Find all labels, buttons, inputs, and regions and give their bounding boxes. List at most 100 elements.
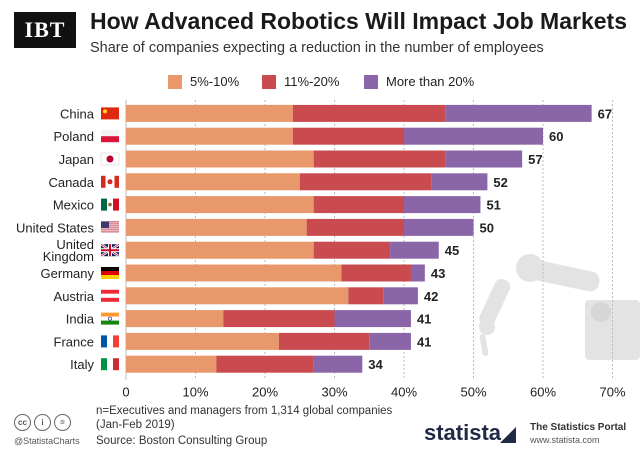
flag-fr-icon: [101, 335, 119, 348]
cc-icon: cc: [14, 414, 31, 431]
statista-logo: statista: [424, 420, 502, 445]
legend-item-more-than-20: More than 20%: [364, 74, 474, 89]
bar-segment: [313, 196, 404, 214]
bar-segment: [126, 173, 300, 191]
flag-pl-icon: [101, 130, 119, 143]
bar-segment: [383, 287, 418, 305]
bar-segment: [126, 332, 279, 350]
license-icons: cc i =: [14, 414, 71, 431]
flag-de-icon: [101, 267, 119, 279]
portal-url: www.statista.com: [530, 435, 600, 445]
bar-segment: [390, 241, 439, 259]
bar-segment: [369, 332, 411, 350]
bar-segment: [223, 310, 335, 328]
total-label: 50: [480, 220, 494, 235]
total-label: 41: [417, 312, 431, 327]
category-label: Poland: [54, 129, 94, 144]
legend-label: 11%-20%: [284, 74, 340, 89]
total-label: 45: [445, 243, 459, 258]
x-tick-label: 0: [122, 385, 129, 400]
total-label: 60: [549, 129, 563, 144]
category-label: Germany: [41, 266, 95, 281]
total-label: 67: [598, 106, 612, 121]
category-label: United Kingdom: [43, 237, 94, 264]
no-derivatives-icon: =: [54, 414, 71, 431]
flag-ca-icon: [101, 175, 119, 188]
bar-segment: [126, 127, 293, 145]
bar-segment: [404, 218, 474, 236]
bar-segment: [299, 173, 432, 191]
bars: [126, 104, 592, 373]
x-tick-label: 50%: [460, 385, 486, 400]
attribution-icon: i: [34, 414, 51, 431]
category-label: Mexico: [53, 198, 94, 213]
bar-segment: [126, 355, 217, 373]
chart-title: How Advanced Robotics Will Impact Job Ma…: [90, 8, 627, 34]
bar-segment: [126, 196, 314, 214]
robot-arm-icon: [479, 254, 640, 360]
bar-segment: [126, 264, 342, 282]
bar-segment: [306, 218, 404, 236]
flag-gb-icon: [100, 243, 120, 258]
bar-segment: [292, 127, 404, 145]
flag-it-icon: [101, 358, 119, 371]
total-label: 43: [431, 266, 445, 281]
total-label: 51: [486, 198, 500, 213]
flag-at-icon: [101, 289, 119, 302]
bar-segment: [126, 150, 314, 168]
x-axis-ticks: 0 10% 20% 30% 40% 50% 60% 70%: [122, 385, 626, 400]
bar-segment: [126, 287, 349, 305]
category-label: Canada: [48, 175, 94, 190]
bar-segment: [126, 241, 314, 259]
legend: 5%-10% 11%-20% More than 20%: [0, 74, 640, 92]
portal-label: The Statistics Portal: [530, 422, 627, 433]
total-label: 42: [424, 289, 438, 304]
total-label: 41: [417, 334, 431, 349]
bar-segment: [334, 310, 411, 328]
x-tick-label: 40%: [391, 385, 417, 400]
legend-item-11-20: 11%-20%: [262, 74, 339, 89]
x-tick-label: 20%: [252, 385, 278, 400]
bar-segment: [216, 355, 314, 373]
source: Source: Boston Consulting Group: [96, 435, 268, 447]
total-label: 57: [528, 152, 542, 167]
bar-segment: [126, 310, 224, 328]
category-label: Japan: [59, 152, 94, 167]
category-label: United States: [16, 220, 95, 235]
bar-segment: [278, 332, 370, 350]
bar-segment: [431, 173, 488, 191]
flag-us-icon: [101, 221, 119, 234]
legend-item-5-10: 5%-10%: [168, 74, 239, 89]
footnote: n=Executives and managers from 1,314 glo…: [96, 405, 393, 431]
legend-label: 5%-10%: [190, 74, 240, 89]
bar-segment: [404, 196, 481, 214]
bar-segment: [313, 355, 363, 373]
flag-mx-icon: [101, 198, 119, 211]
statista-handle: @StatistaCharts: [14, 436, 80, 446]
bar-segment: [404, 127, 543, 145]
flag-jp-icon: [100, 152, 120, 166]
bar-segment: [126, 104, 293, 122]
category-label: India: [66, 312, 95, 327]
stacked-bar-chart: China Poland Japan Canada Mexico United State…: [16, 100, 640, 400]
x-tick-label: 70%: [599, 385, 625, 400]
ibt-logo: IBT: [14, 12, 76, 48]
legend-swatch: [262, 74, 276, 89]
statista-mark-icon: [500, 427, 516, 443]
x-tick-label: 30%: [321, 385, 347, 400]
flag-cn-icon: [101, 107, 119, 120]
category-label: China: [60, 106, 95, 121]
total-label: 34: [368, 357, 383, 372]
bar-segment: [292, 104, 446, 122]
chart-subtitle: Share of companies expecting a reduction…: [90, 40, 544, 56]
category-label: Italy: [70, 357, 94, 372]
bar-segment: [445, 104, 592, 122]
bar-segment: [313, 150, 446, 168]
bar-segment: [348, 287, 384, 305]
category-labels: China Poland Japan Canada Mexico United State…: [16, 106, 95, 372]
category-label: Austria: [54, 289, 95, 304]
bar-segment: [126, 218, 307, 236]
category-label: France: [54, 334, 94, 349]
bar-segment: [445, 150, 523, 168]
